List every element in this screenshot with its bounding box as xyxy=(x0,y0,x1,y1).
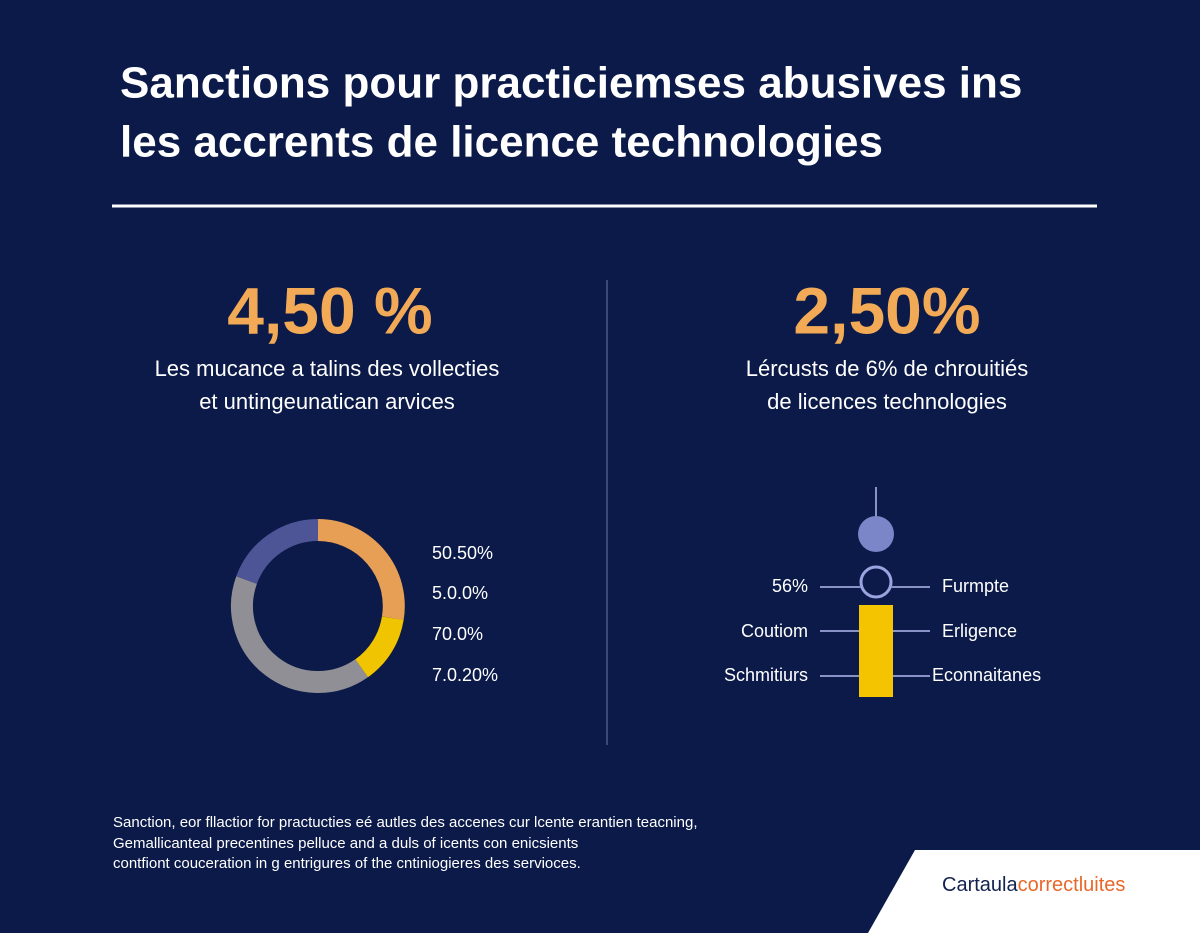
title-line: Sanctions pour practiciemses abusives in… xyxy=(120,59,1022,108)
donut xyxy=(231,519,405,693)
donut-label: 70.0% xyxy=(432,624,483,644)
description: de licences technologies xyxy=(767,389,1007,414)
donut-label: 7.0.20% xyxy=(432,665,498,685)
donut-label: 5.0.0% xyxy=(432,583,488,603)
description: Lércusts de 6% de chrouitiés xyxy=(746,356,1029,381)
diagram-label: Erligence xyxy=(942,621,1017,641)
donut-segment xyxy=(354,616,404,678)
diagram-label: Coutiom xyxy=(741,621,808,641)
footer-line: contfiont couceration in g entrigures of… xyxy=(113,855,581,872)
brand: Cartaulacorrectluites xyxy=(942,874,1125,896)
diagram-label: 56% xyxy=(772,576,808,596)
node xyxy=(858,516,894,552)
stat: 2,50% xyxy=(793,273,980,347)
diagram-label: Schmitiurs xyxy=(724,665,808,685)
diagram-label: Econnaitanes xyxy=(932,665,1041,685)
brand-tagline: correctluites xyxy=(1018,874,1126,896)
description: Les mucance a talins des vollecties xyxy=(155,356,500,381)
donut-segment xyxy=(231,576,368,693)
bar xyxy=(859,605,893,697)
brand-panel xyxy=(868,850,1200,933)
node xyxy=(859,565,893,599)
diagram xyxy=(820,487,930,697)
donut-segment xyxy=(236,519,319,585)
donut-segment xyxy=(317,519,405,620)
title-line: les accrents de licence technologies xyxy=(120,118,883,167)
donut-label: 50.50% xyxy=(432,543,493,563)
diagram-label: Furmpte xyxy=(942,576,1009,596)
description: et untingeunatican arvices xyxy=(199,389,455,414)
footer-line: Gemallicanteal precentines pelluce and a… xyxy=(113,835,578,852)
footer-line: Sanction, eor fllactior for practucties … xyxy=(113,814,698,831)
brand-name: Cartaula xyxy=(942,874,1018,896)
stat: 4,50 % xyxy=(227,273,432,347)
